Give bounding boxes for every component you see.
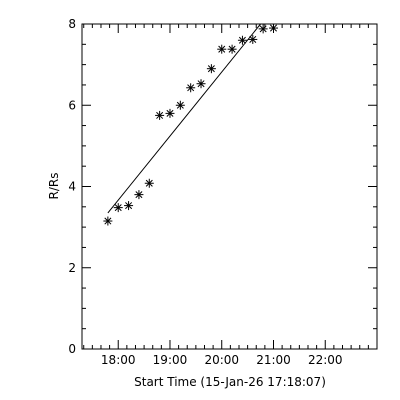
asterisk-stroke bbox=[218, 45, 226, 53]
data-point bbox=[124, 201, 134, 211]
data-point bbox=[103, 216, 113, 226]
x-axis-label: Start Time (15-Jan-26 17:18:07) bbox=[134, 375, 326, 389]
y-tick-label: 0 bbox=[68, 342, 76, 356]
asterisk-stroke bbox=[228, 45, 236, 53]
data-point bbox=[165, 108, 175, 118]
asterisk-stroke bbox=[207, 65, 215, 73]
data-point bbox=[268, 23, 278, 33]
data-point bbox=[144, 178, 154, 188]
asterisk-stroke bbox=[238, 36, 246, 44]
asterisk-stroke bbox=[104, 217, 112, 225]
x-tick-label: 19:00 bbox=[153, 353, 188, 367]
data-point bbox=[134, 190, 144, 200]
asterisk-stroke bbox=[259, 25, 267, 33]
asterisk-stroke bbox=[249, 35, 257, 43]
data-point bbox=[206, 64, 216, 74]
asterisk-stroke bbox=[125, 202, 133, 210]
data-point bbox=[186, 83, 196, 93]
plot-frame bbox=[81, 23, 378, 350]
asterisk-stroke bbox=[135, 191, 143, 199]
x-tick-label: 20:00 bbox=[204, 353, 239, 367]
asterisk-stroke bbox=[269, 24, 277, 32]
ticks-layer: 18:00 19:00 20:00 21:00 22:00 0 2 4 6 8 bbox=[68, 17, 377, 367]
data-point bbox=[155, 110, 165, 120]
fit-line-layer bbox=[107, 23, 261, 214]
asterisk-stroke bbox=[187, 84, 195, 92]
y-tick-label: 4 bbox=[68, 180, 76, 194]
data-point bbox=[113, 203, 123, 213]
x-tick-label: 22:00 bbox=[308, 353, 343, 367]
x-tick-label: 21:00 bbox=[256, 353, 291, 367]
data-point bbox=[237, 35, 247, 45]
asterisk-stroke bbox=[166, 109, 174, 117]
asterisk-stroke bbox=[176, 101, 184, 109]
data-point bbox=[175, 100, 185, 110]
asterisk-stroke bbox=[114, 204, 122, 212]
y-tick-label: 6 bbox=[68, 98, 76, 112]
asterisk-stroke bbox=[156, 111, 164, 119]
data-point bbox=[258, 24, 268, 34]
y-tick-label: 2 bbox=[68, 261, 76, 275]
asterisk-stroke bbox=[145, 179, 153, 187]
y-axis-label: R/Rs bbox=[47, 173, 61, 200]
fit-line bbox=[107, 23, 261, 214]
x-tick-label: 18:00 bbox=[101, 353, 136, 367]
asterisk-stroke bbox=[197, 80, 205, 88]
data-point bbox=[248, 34, 258, 44]
data-point bbox=[227, 44, 237, 54]
data-point bbox=[217, 44, 227, 54]
data-points-layer bbox=[103, 23, 278, 226]
y-tick-label: 8 bbox=[68, 17, 76, 31]
data-point bbox=[196, 79, 206, 89]
